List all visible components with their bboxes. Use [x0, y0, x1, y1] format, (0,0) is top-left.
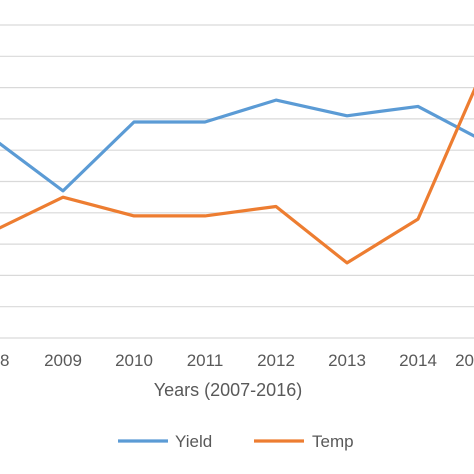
x-tick-label: 2013 [328, 351, 366, 370]
x-tick-label: 2010 [115, 351, 153, 370]
x-axis-title: Years (2007-2016) [154, 380, 302, 400]
x-tick-label: 8 [0, 351, 9, 370]
series-lines [0, 86, 474, 265]
x-tick-labels: 8 2009 2010 2011 2012 2013 2014 20 [0, 351, 474, 370]
x-tick-label: 2009 [44, 351, 82, 370]
legend-label-yield: Yield [175, 432, 212, 451]
x-tick-label: 2011 [187, 351, 224, 370]
x-tick-label: 20 [455, 351, 474, 370]
series-line-temp [0, 86, 474, 265]
series-line-yield [0, 98, 474, 193]
legend-label-temp: Temp [312, 432, 354, 451]
legend: Yield Temp [118, 432, 354, 451]
x-tick-label: 2012 [257, 351, 295, 370]
x-tick-label: 2014 [399, 351, 437, 370]
gridlines [0, 24, 474, 339]
